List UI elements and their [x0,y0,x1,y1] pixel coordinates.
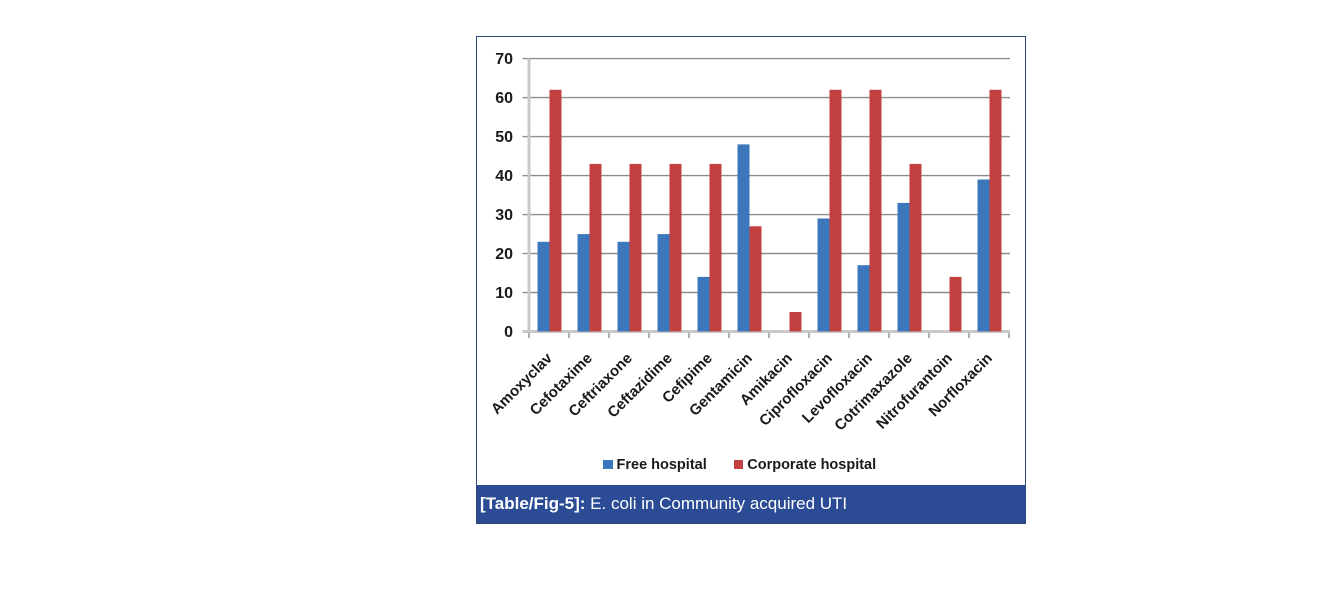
svg-text:70: 70 [495,51,513,68]
svg-text:40: 40 [495,168,513,185]
svg-text:20: 20 [495,246,513,263]
svg-text:30: 30 [495,207,513,224]
svg-text:0: 0 [504,324,513,341]
svg-text:10: 10 [495,285,513,302]
svg-text:60: 60 [495,90,513,107]
svg-text:50: 50 [495,129,513,146]
